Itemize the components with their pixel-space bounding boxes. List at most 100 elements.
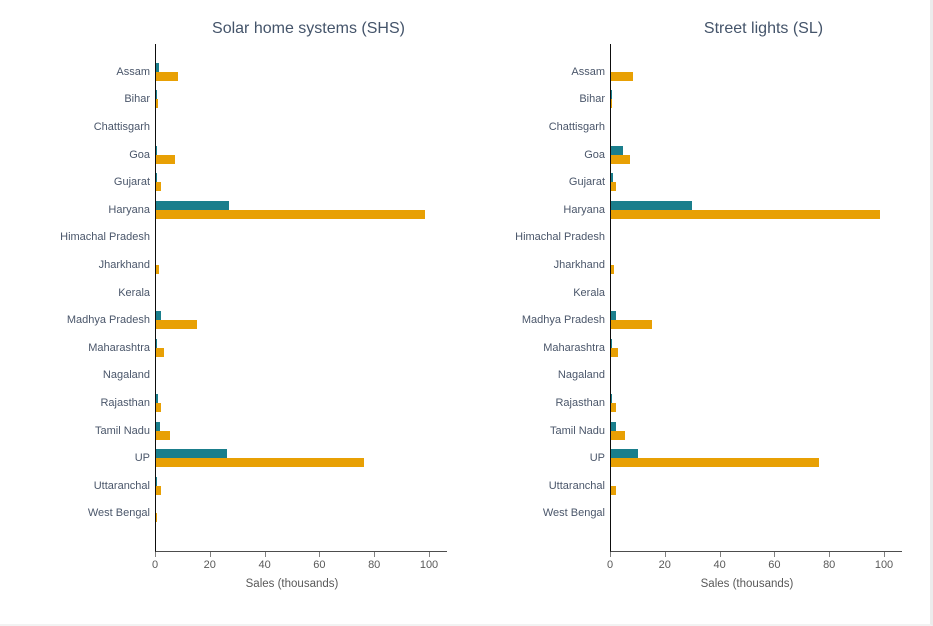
bar-series-2-orange: [611, 402, 617, 412]
bar-series-1-teal: [156, 449, 228, 459]
x-axis-tick-label: 100: [874, 559, 894, 571]
bar-series-1-teal: [156, 311, 162, 321]
bar-series-2-orange: [611, 320, 653, 330]
bar-rows: Assam Bihar Chattisgarh Goa Gujarat Haryana Hi…: [515, 58, 902, 528]
x-axis-tick: [429, 552, 430, 557]
x-axis-tick-label: 100: [419, 559, 439, 571]
chart-row: Gujarat: [569, 168, 902, 196]
bar-series-1-teal: [156, 62, 159, 72]
category-label: Bihar: [124, 93, 150, 106]
chart-row: Kerala: [573, 279, 902, 307]
bar-series-1-teal: [611, 311, 617, 321]
bar-series-1-teal: [156, 90, 157, 100]
chart-row: West Bengal: [543, 500, 902, 528]
category-label: Rajasthan: [555, 396, 605, 409]
bar-series-2-orange: [156, 402, 162, 412]
category-label: Jharkhand: [553, 258, 605, 271]
bar-series-2-orange: [611, 264, 614, 274]
category-label: Tamil Nadu: [549, 424, 605, 437]
bar-series-1-teal: [611, 90, 613, 100]
bar-series-2-orange: [156, 71, 178, 81]
bar-series-2-orange: [611, 458, 820, 468]
chart-row: Tamil Nadu: [550, 417, 902, 445]
bar-series-2-orange: [156, 347, 165, 357]
chart-row: Gujarat: [114, 168, 447, 196]
category-label: Gujarat: [113, 176, 150, 189]
bar-series-2-orange: [156, 430, 170, 440]
x-axis-tick-label: 40: [258, 559, 271, 571]
x-axis-tick: [319, 552, 321, 557]
x-axis-tick: [209, 552, 211, 557]
category-label: West Bengal: [542, 507, 605, 520]
category-label: West Bengal: [87, 507, 150, 520]
chart-row: Haryana: [563, 196, 902, 224]
chart-row: Bihar: [579, 86, 902, 114]
category-label: Kerala: [573, 286, 605, 299]
x-axis-tick: [774, 552, 776, 557]
chart-row: Haryana: [108, 196, 447, 224]
bar-series-1-teal: [611, 200, 692, 210]
chart-row: Maharashtra: [543, 334, 902, 362]
x-axis: Sales (thousands) 0 20 40 60 80 100: [606, 552, 902, 594]
plot-area: Assam Bihar Chattisgarh Goa Gujarat Haryana Hi…: [60, 44, 447, 552]
chart-row: Assam: [116, 58, 447, 86]
bar-series-1-teal: [611, 145, 624, 155]
chart-row: Uttaranchal: [94, 472, 447, 500]
x-axis-tick-label: 20: [203, 559, 216, 571]
category-label: Nagaland: [557, 369, 605, 382]
bar-series-1-teal: [156, 393, 158, 403]
chart-row: Tamil Nadu: [95, 417, 447, 445]
chart-row: Assam: [571, 58, 902, 86]
category-label: Jharkhand: [98, 258, 150, 271]
chart-row: Madhya Pradesh: [67, 306, 447, 334]
bar-series-1-teal: [156, 200, 229, 210]
chart-row: UP: [135, 444, 447, 472]
bar-series-1-teal: [156, 173, 157, 183]
bar-series-2-orange: [156, 320, 198, 330]
bar-series-2-orange: [611, 99, 613, 109]
bar-series-2-orange: [611, 182, 617, 192]
bar-series-1-teal: [156, 145, 158, 155]
bar-series-2-orange: [611, 71, 633, 81]
category-label: Goa: [129, 148, 150, 161]
chart-title: Solar home systems (SHS): [212, 20, 405, 37]
chart-row: Rajasthan: [100, 389, 447, 417]
chart-row: UP: [590, 444, 902, 472]
bar-series-1-teal: [611, 338, 612, 348]
bar-series-2-orange: [156, 209, 425, 219]
category-label: Madhya Pradesh: [66, 314, 150, 327]
x-axis-tick-label: 60: [768, 559, 781, 571]
chart-row: Jharkhand: [99, 251, 447, 279]
x-axis-tick-label: 0: [151, 559, 159, 571]
x-axis-tick-label: 0: [606, 559, 614, 571]
category-label: Uttaranchal: [548, 479, 605, 492]
x-axis-tick-label: 40: [713, 559, 726, 571]
chart-row: West Bengal: [88, 500, 447, 528]
bar-series-2-orange: [156, 513, 158, 523]
x-axis-tick: [264, 552, 266, 557]
chart-row: Kerala: [118, 279, 447, 307]
category-label: Kerala: [118, 286, 150, 299]
x-axis-title: Sales (thousands): [700, 578, 794, 590]
x-axis-title: Sales (thousands): [245, 578, 339, 590]
bar-series-1-teal: [156, 421, 160, 431]
x-axis-tick: [829, 552, 831, 557]
category-label: Uttaranchal: [93, 479, 150, 492]
bar-series-1-teal: [611, 173, 613, 183]
bar-series-1-teal: [611, 449, 639, 459]
x-axis-tick-label: 80: [823, 559, 836, 571]
chart-row: Jharkhand: [554, 251, 902, 279]
category-label: UP: [589, 452, 605, 465]
category-label: Himachal Pradesh: [60, 231, 150, 244]
x-axis-tick-label: 60: [313, 559, 326, 571]
bar-rows: Assam Bihar Chattisgarh Goa Gujarat Haryana Hi…: [60, 58, 447, 528]
x-axis-tick: [664, 552, 666, 557]
x-axis-tick-label: 80: [368, 559, 381, 571]
bar-series-1-teal: [611, 393, 613, 403]
bar-series-1-teal: [611, 421, 617, 431]
x-axis-tick: [155, 552, 156, 557]
category-label: Goa: [584, 148, 605, 161]
x-axis-tick: [610, 552, 611, 557]
category-label: Madhya Pradesh: [521, 314, 605, 327]
